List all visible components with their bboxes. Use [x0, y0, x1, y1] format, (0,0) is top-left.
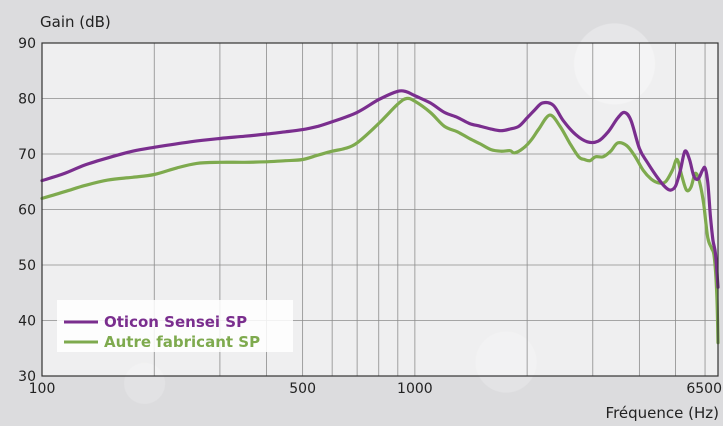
y-tick-labels: 30 40 50 60 70 80 90: [18, 36, 36, 385]
y-tick-label-50: 50: [18, 258, 36, 274]
series-layer: [40, 89, 720, 345]
x-tick-label-6500: 6500: [686, 381, 722, 397]
legend-label-autre-fabricant-sp: Autre fabricant SP: [104, 333, 260, 351]
y-tick-label-80: 80: [18, 92, 36, 108]
grid: [42, 43, 718, 376]
x-axis-title: Fréquence (Hz): [606, 404, 719, 422]
plot-border: [41, 42, 719, 377]
legend: Oticon Sensei SP Autre fabricant SP: [57, 300, 293, 352]
x-tick-labels: 100 500 1000 6500: [29, 381, 722, 397]
legend-label-oticon-sensei-sp: Oticon Sensei SP: [104, 313, 247, 331]
y-axis-title: Gain (dB): [40, 13, 111, 31]
x-tick-label-100: 100: [29, 381, 56, 397]
series-line-oticon-sensei-sp: [40, 89, 720, 289]
series-line-autre-fabricant-sp: [40, 96, 720, 345]
y-tick-label-40: 40: [18, 314, 36, 330]
y-tick-label-30: 30: [18, 369, 36, 385]
x-tick-label-500: 500: [289, 381, 316, 397]
y-tick-label-90: 90: [18, 36, 36, 52]
y-tick-label-60: 60: [18, 203, 36, 219]
y-tick-label-70: 70: [18, 147, 36, 163]
x-tick-label-1000: 1000: [397, 381, 433, 397]
